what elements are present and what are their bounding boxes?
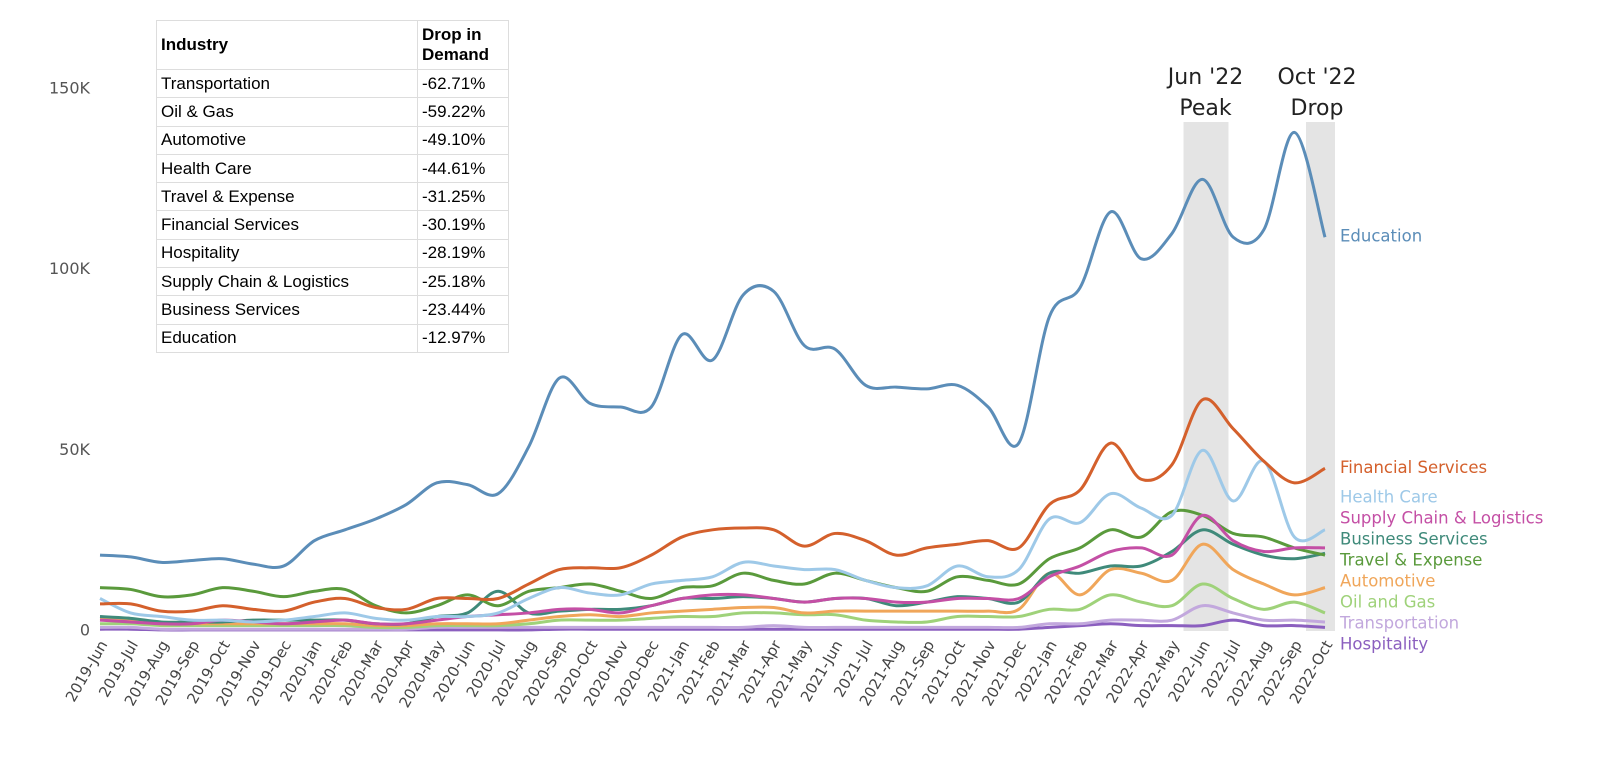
series-line	[99, 448, 1326, 624]
series-line	[99, 397, 1326, 614]
table-cell: -30.19%	[417, 210, 509, 240]
legend-label: Education	[1340, 227, 1422, 246]
y-tick-label: 0	[80, 621, 90, 640]
table-cell: -44.61%	[417, 153, 509, 184]
table-cell: -31.25%	[417, 182, 509, 212]
table-cell: Financial Services	[156, 210, 418, 240]
table-header-row: Industry Drop in Demand	[156, 20, 509, 70]
legend-label: Health Care	[1340, 488, 1438, 507]
table-row: Hospitality -28.19%	[156, 238, 509, 269]
table-cell: Oil & Gas	[156, 97, 418, 127]
table-cell: -12.97%	[417, 323, 509, 353]
highlight-band	[1306, 122, 1335, 631]
table-row: Transportation -62.71%	[156, 68, 509, 99]
table-row: Health Care -44.61%	[156, 153, 509, 184]
legend-label: Supply Chain & Logistics	[1340, 509, 1543, 528]
legend-label: Travel & Expense	[1339, 551, 1482, 570]
table-cell: Hospitality	[156, 238, 418, 269]
table-cell: Health Care	[156, 153, 418, 184]
series-line	[99, 508, 1326, 615]
table-cell: Automotive	[156, 125, 418, 155]
table-cell: -25.18%	[417, 267, 509, 297]
series-line	[99, 528, 1326, 626]
annotation: Jun '22	[1166, 65, 1243, 90]
table-cell: -28.19%	[417, 238, 509, 269]
table-row: Financial Services -30.19%	[156, 210, 509, 240]
legend-label: Financial Services	[1340, 458, 1487, 477]
legend-label: Business Services	[1340, 530, 1488, 549]
highlight-band	[1183, 122, 1229, 631]
y-tick-label: 100K	[49, 259, 91, 278]
legend-label: Hospitality	[1340, 635, 1428, 654]
table-row: Supply Chain & Logistics -25.18%	[156, 267, 509, 297]
series-line	[99, 604, 1326, 631]
table-row: Automotive -49.10%	[156, 125, 509, 155]
series-line	[99, 513, 1326, 626]
table-cell: Education	[156, 323, 418, 353]
table-cell: -62.71%	[417, 68, 509, 99]
legend-label: Automotive	[1340, 572, 1435, 591]
table-cell: Travel & Expense	[156, 182, 418, 212]
table-cell: Business Services	[156, 295, 418, 325]
y-tick-label: 50K	[59, 440, 90, 459]
table-row: Business Services -23.44%	[156, 295, 509, 325]
series-line	[99, 130, 1327, 569]
table-row: Oil & Gas -59.22%	[156, 97, 509, 127]
annotation: Oct '22	[1277, 65, 1356, 90]
table-row: Travel & Expense -31.25%	[156, 182, 509, 212]
table-cell: Transportation	[156, 68, 418, 99]
y-tick-label: 150K	[49, 79, 91, 98]
table-row: Education -12.97%	[156, 323, 509, 353]
legend-label: Oil and Gas	[1340, 593, 1435, 612]
table-header-cell: Industry	[156, 20, 418, 70]
legend-label: Transportation	[1339, 614, 1459, 633]
annotation: Peak	[1179, 96, 1231, 121]
drop-table: Industry Drop in Demand Transportation -62.…	[156, 20, 509, 353]
table-cell: -59.22%	[417, 97, 509, 127]
table-header-cell: Drop in Demand	[417, 20, 509, 70]
table-cell: -49.10%	[417, 125, 509, 155]
table-cell: -23.44%	[417, 295, 509, 325]
series-line	[99, 582, 1326, 630]
annotation: Drop	[1291, 96, 1344, 121]
table-cell: Supply Chain & Logistics	[156, 267, 418, 297]
